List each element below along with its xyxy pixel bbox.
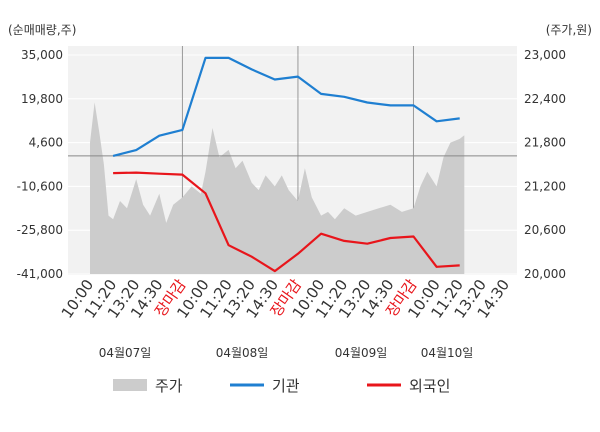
left-tick-label: -10,600 [17,179,63,193]
legend-item-institution: 기관 [230,377,300,395]
legend: 주가 기관 외국인 [113,377,450,395]
series-lines [112,56,460,273]
left-tick-label: 19,800 [21,92,63,106]
legend-label-foreign: 외국인 [409,377,450,395]
right-tick-label: 20,000 [524,267,566,281]
right-tick-label: 20,600 [524,223,566,237]
right-axis-ticks: 23,000 22,400 21,800 21,200 20,600 20,000 [524,48,566,281]
series-line-institution [112,56,460,157]
price-area-path [90,102,465,275]
date-label: 04월07일 [99,346,152,360]
date-labels: 04월07일 04월08일 04월09일 04월10일 [99,346,474,360]
right-tick-label: 21,200 [524,179,566,193]
date-label: 04월09일 [335,346,388,360]
right-tick-label: 21,800 [524,136,566,150]
price-area [90,102,465,275]
right-tick-label: 22,400 [524,92,566,106]
right-axis-unit: (주가,원) [546,23,592,37]
legend-item-foreign: 외국인 [367,377,450,395]
date-label: 04월10일 [421,346,474,360]
left-tick-label: 4,600 [29,136,63,150]
left-axis-ticks: 35,000 19,800 4,600 -10,600 -25,800 -41,000 [17,48,63,281]
left-tick-label: 35,000 [21,48,63,62]
date-label: 04월08일 [216,346,269,360]
right-tick-label: 23,000 [524,48,566,62]
series-line-foreign [113,171,460,273]
left-tick-label: -41,000 [17,267,63,281]
left-tick-label: -25,800 [17,223,63,237]
legend-swatch-price [113,379,147,391]
legend-label-institution: 기관 [272,377,300,395]
legend-item-price: 주가 [113,377,183,395]
legend-label-price: 주가 [155,377,183,395]
left-axis-unit: (순매매량,주) [8,23,76,37]
x-axis-ticks: 10:0011:2013:2014:30장마감10:0011:2013:2014… [58,276,513,322]
